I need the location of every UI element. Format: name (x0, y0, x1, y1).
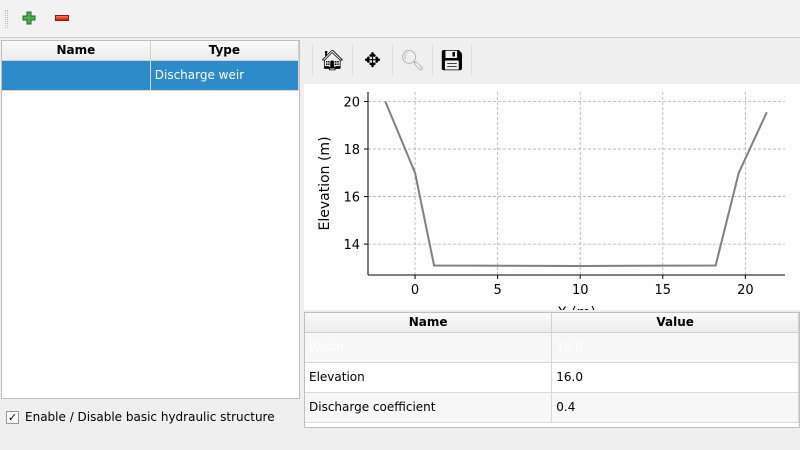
enable-structure-checkbox[interactable]: ✓ Enable / Disable basic hydraulic struc… (6, 410, 275, 424)
pan-icon[interactable]: ✥ (352, 45, 392, 75)
y-tick-label: 20 (343, 96, 360, 111)
zoom-icon[interactable]: 🔍︎ (392, 45, 432, 75)
param-name[interactable]: Elevation (305, 362, 553, 393)
y-tick-label: 18 (343, 143, 360, 158)
main-toolbar (0, 0, 800, 38)
home-icon[interactable]: 🏠︎ (312, 45, 352, 75)
y-tick-label: 14 (343, 238, 360, 253)
x-tick-label: 0 (411, 283, 419, 298)
table-row[interactable]: Discharge weir (2, 60, 300, 91)
table-row[interactable]: Discharge coefficient 0.4 (305, 392, 799, 423)
table-row[interactable]: Width 10.0 (305, 332, 799, 363)
param-value[interactable]: 16.0 (551, 362, 799, 393)
column-header-name[interactable]: Name (2, 41, 151, 61)
param-name[interactable]: Width (305, 332, 553, 363)
cell-type[interactable]: Discharge weir (150, 60, 300, 91)
x-tick-label: 5 (494, 283, 502, 298)
parameters-table[interactable]: Name Value Width 10.0 Elevation 16.0 Discha… (304, 312, 800, 428)
y-tick-label: 16 (343, 191, 360, 206)
minus-icon[interactable] (55, 15, 69, 21)
x-tick-label: 15 (655, 283, 672, 298)
x-tick-label: 10 (572, 283, 589, 298)
save-icon[interactable]: 💾︎ (432, 45, 472, 75)
param-name[interactable]: Discharge coefficient (305, 392, 553, 423)
cell-name[interactable] (2, 60, 151, 91)
column-header-value[interactable]: Value (551, 313, 799, 333)
column-header-type[interactable]: Type (150, 41, 300, 61)
elevation-chart[interactable]: 0 5 10 15 20 14 16 18 20 Elevation (m) X (m) (304, 84, 800, 310)
y-axis-label: Elevation (m) (317, 136, 333, 230)
plot-toolbar: 🏠︎ ✥ 🔍︎ 💾︎ (304, 40, 800, 80)
chart-svg: 0 5 10 15 20 14 16 18 20 Elevation (m) X (m) (317, 92, 785, 310)
checkbox-check[interactable]: ✓ (6, 410, 19, 424)
structures-table[interactable]: Name Type Discharge weir (1, 40, 300, 399)
elevation-line (384, 101, 768, 267)
plus-icon[interactable] (22, 11, 36, 25)
checkbox-label: Enable / Disable basic hydraulic structu… (25, 410, 275, 424)
x-tick-label: 20 (737, 283, 754, 298)
table-row[interactable]: Elevation 16.0 (305, 362, 799, 393)
param-value[interactable]: 10.0 (551, 332, 799, 363)
x-axis-label: X (m) (557, 305, 596, 310)
param-value[interactable]: 0.4 (551, 392, 799, 423)
column-header-name[interactable]: Name (305, 313, 553, 333)
toolbar-grip[interactable] (5, 10, 8, 28)
